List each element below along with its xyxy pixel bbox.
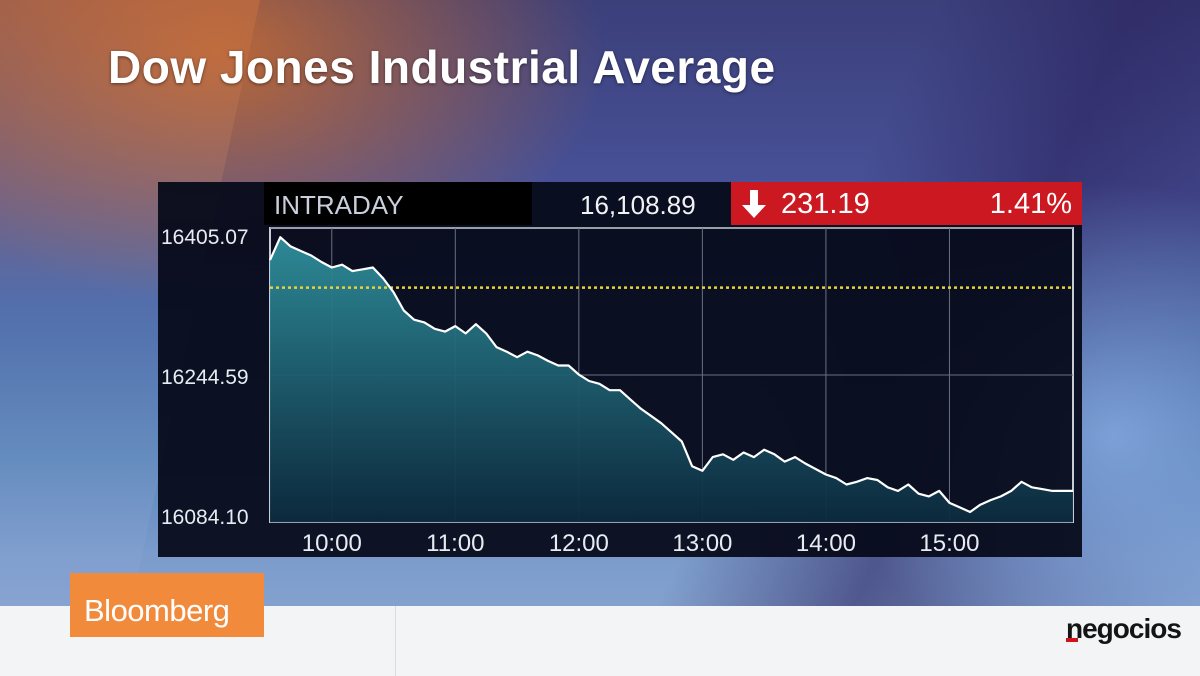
x-tick-label: 13:00: [672, 530, 733, 557]
x-tick-label: 14:00: [795, 530, 856, 557]
bloomberg-logo-text: Bloomberg: [84, 593, 230, 628]
chart-title: Dow Jones Industrial Average: [108, 41, 776, 93]
last-price: 16,108.89: [580, 190, 696, 220]
change-percent: 1.41%: [989, 188, 1072, 220]
intraday-tab: INTRADAY: [264, 182, 532, 225]
y-tick-label: 16405.07: [161, 226, 249, 249]
x-tick-label: 15:00: [919, 530, 980, 557]
y-tick-label: 16084.10: [161, 506, 249, 529]
negocios-logo: negocios: [1066, 613, 1182, 644]
series-line: [268, 236, 1073, 514]
y-tick-label: 16244.59: [161, 366, 249, 389]
x-tick-label: 10:00: [301, 530, 362, 557]
negocios-logo-accent: [1066, 638, 1078, 642]
change-value: 231.19: [781, 188, 870, 220]
series-area: [270, 237, 1073, 522]
x-tick-label: 11:00: [426, 530, 485, 557]
intraday-tab-label: INTRADAY: [274, 190, 404, 220]
bottom-divider: [395, 606, 396, 676]
arrow-down-icon: [742, 190, 766, 218]
change-box: 231.19 1.41%: [731, 182, 1082, 225]
bloomberg-logo: Bloomberg: [70, 573, 264, 637]
x-tick-label: 12:00: [548, 530, 609, 557]
